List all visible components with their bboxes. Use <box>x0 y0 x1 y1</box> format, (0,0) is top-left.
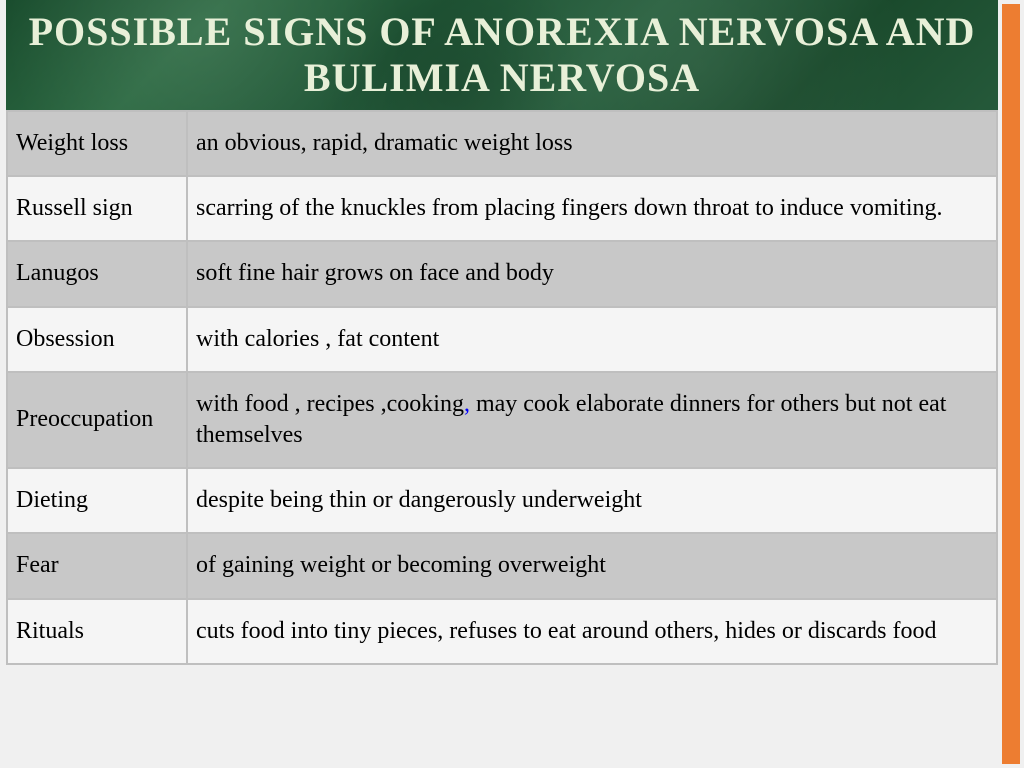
table-row: Rituals cuts food into tiny pieces, refu… <box>8 600 996 663</box>
slide: POSSIBLE SIGNS OF ANOREXIA NERVOSA AND B… <box>0 0 1024 768</box>
term-cell: Weight loss <box>8 112 186 175</box>
term-cell: Fear <box>8 534 186 597</box>
table-row: Fear of gaining weight or becoming overw… <box>8 534 996 597</box>
table-row: Dieting despite being thin or dangerousl… <box>8 469 996 532</box>
desc-cell: scarring of the knuckles from placing fi… <box>188 177 996 240</box>
term-cell: Obsession <box>8 308 186 371</box>
term-cell: Lanugos <box>8 242 186 305</box>
table-row: Russell sign scarring of the knuckles fr… <box>8 177 996 240</box>
desc-cell: of gaining weight or becoming overweight <box>188 534 996 597</box>
desc-pre: with food , recipes ,cooking <box>196 391 464 417</box>
table-row: Lanugos soft fine hair grows on face and… <box>8 242 996 305</box>
term-cell: Preoccupation <box>8 373 186 467</box>
slide-title: POSSIBLE SIGNS OF ANOREXIA NERVOSA AND B… <box>6 9 998 101</box>
title-banner: POSSIBLE SIGNS OF ANOREXIA NERVOSA AND B… <box>6 0 998 110</box>
desc-cell: soft fine hair grows on face and body <box>188 242 996 305</box>
term-cell: Rituals <box>8 600 186 663</box>
term-cell: Dieting <box>8 469 186 532</box>
desc-cell: with food , recipes ,cooking, may cook e… <box>188 373 996 467</box>
desc-cell: despite being thin or dangerously underw… <box>188 469 996 532</box>
desc-cell: an obvious, rapid, dramatic weight loss <box>188 112 996 175</box>
table-row: Weight loss an obvious, rapid, dramatic … <box>8 112 996 175</box>
term-cell: Russell sign <box>8 177 186 240</box>
desc-cell: with calories , fat content <box>188 308 996 371</box>
signs-table: Weight loss an obvious, rapid, dramatic … <box>6 110 998 665</box>
accent-bar <box>1002 4 1020 764</box>
table-row: Preoccupation with food , recipes ,cooki… <box>8 373 996 467</box>
table-row: Obsession with calories , fat content <box>8 308 996 371</box>
desc-cell: cuts food into tiny pieces, refuses to e… <box>188 600 996 663</box>
